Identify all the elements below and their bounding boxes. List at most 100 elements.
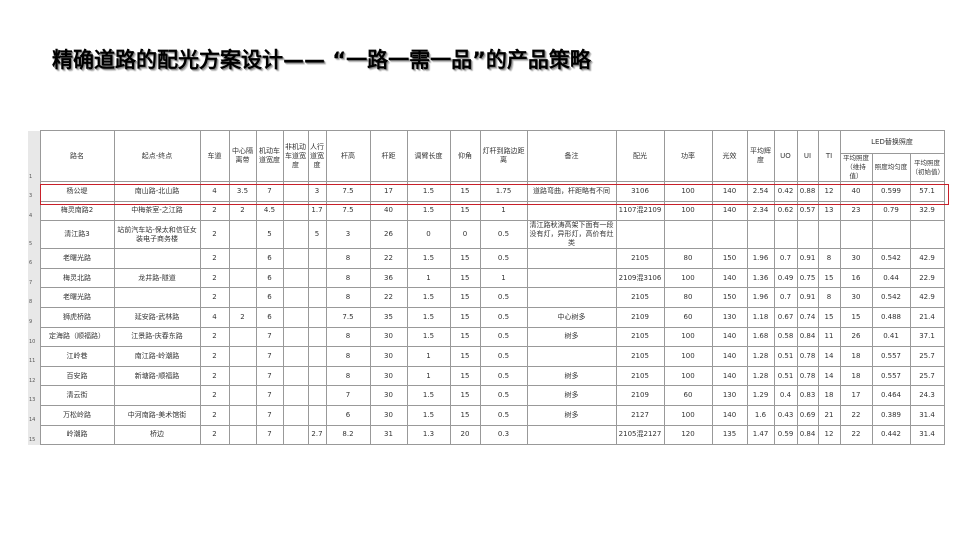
table-cell[interactable]: 0: [406, 220, 451, 250]
table-cell[interactable]: 21.4: [909, 306, 945, 328]
table-cell[interactable]: 0.88: [796, 181, 819, 202]
table-cell[interactable]: 140: [711, 200, 748, 222]
table-cell[interactable]: 中心树多: [526, 306, 617, 328]
table-cell[interactable]: 0.78: [796, 346, 819, 367]
table-cell[interactable]: 12: [817, 181, 841, 202]
table-cell[interactable]: 1.18: [746, 306, 775, 328]
table-cell[interactable]: 1: [479, 267, 528, 289]
table-cell[interactable]: 1107混2109: [615, 200, 665, 222]
table-cell[interactable]: 15: [449, 248, 481, 269]
table-cell[interactable]: 37.1: [909, 326, 945, 348]
table-cell[interactable]: 0.84: [796, 424, 819, 446]
table-cell[interactable]: 2: [199, 385, 230, 406]
column-header[interactable]: 功率: [663, 130, 713, 182]
table-cell[interactable]: 江景路-庆春东路: [113, 326, 201, 348]
table-cell[interactable]: 0.5: [479, 287, 528, 308]
table-cell[interactable]: [282, 220, 309, 250]
table-cell[interactable]: [228, 365, 257, 387]
table-cell[interactable]: 5: [255, 220, 284, 250]
table-cell[interactable]: 15: [449, 346, 481, 367]
table-cell[interactable]: 7: [255, 346, 284, 367]
table-cell[interactable]: [871, 220, 911, 250]
table-cell[interactable]: [663, 220, 713, 250]
table-cell[interactable]: 1: [406, 346, 451, 367]
table-cell[interactable]: 0.442: [871, 424, 911, 446]
table-cell[interactable]: 30: [369, 365, 408, 387]
row-number[interactable]: 13: [28, 385, 40, 406]
column-header[interactable]: UI: [796, 130, 819, 182]
table-cell[interactable]: 2105: [615, 326, 665, 348]
table-cell[interactable]: 6: [255, 267, 284, 289]
table-cell[interactable]: 0.44: [871, 267, 911, 289]
table-cell[interactable]: 7: [255, 424, 284, 446]
table-cell[interactable]: 2: [199, 346, 230, 367]
table-cell[interactable]: 0.49: [773, 267, 798, 289]
table-cell[interactable]: 13: [817, 200, 841, 222]
column-header[interactable]: 光效: [711, 130, 748, 182]
table-cell[interactable]: 树多: [526, 404, 617, 426]
table-cell[interactable]: 1.5: [406, 181, 451, 202]
row-number[interactable]: 1: [28, 130, 40, 182]
table-cell[interactable]: [282, 200, 309, 222]
table-cell[interactable]: 40: [839, 181, 873, 202]
table-cell[interactable]: 2.34: [746, 200, 775, 222]
table-cell[interactable]: 0.43: [773, 404, 798, 426]
table-cell[interactable]: [113, 287, 201, 308]
table-cell[interactable]: 140: [711, 365, 748, 387]
table-cell[interactable]: 2105: [615, 346, 665, 367]
table-cell[interactable]: 2105: [615, 365, 665, 387]
table-cell[interactable]: 0.557: [871, 346, 911, 367]
table-cell[interactable]: 15: [817, 267, 841, 289]
table-cell[interactable]: 0.4: [773, 385, 798, 406]
table-cell[interactable]: 0.78: [796, 365, 819, 387]
table-cell[interactable]: [773, 220, 798, 250]
table-cell[interactable]: 2: [199, 404, 230, 426]
column-header[interactable]: 机动车道宽度: [255, 130, 284, 182]
table-cell[interactable]: 7.5: [325, 200, 371, 222]
table-cell[interactable]: 22: [369, 248, 408, 269]
table-cell[interactable]: 4: [199, 181, 230, 202]
table-cell[interactable]: 100: [663, 326, 713, 348]
table-cell[interactable]: 30: [369, 326, 408, 348]
table-cell[interactable]: [228, 220, 257, 250]
table-cell[interactable]: [228, 287, 257, 308]
table-cell[interactable]: 中河南路-美术馆街: [113, 404, 201, 426]
table-cell[interactable]: 树多: [526, 385, 617, 406]
table-cell[interactable]: 0.542: [871, 248, 911, 269]
table-cell[interactable]: 6: [255, 287, 284, 308]
table-cell[interactable]: 道路弯曲，杆距略有不同: [526, 181, 617, 202]
table-cell[interactable]: 2: [199, 326, 230, 348]
table-cell[interactable]: 1.5: [406, 200, 451, 222]
row-number[interactable]: 11: [28, 346, 40, 367]
table-cell[interactable]: 江岭巷: [39, 346, 115, 367]
table-cell[interactable]: 40: [369, 200, 408, 222]
table-cell[interactable]: [307, 365, 327, 387]
table-cell[interactable]: 0.67: [773, 306, 798, 328]
table-cell[interactable]: 0.41: [871, 326, 911, 348]
table-cell[interactable]: 8.2: [325, 424, 371, 446]
table-cell[interactable]: 15: [449, 181, 481, 202]
table-cell[interactable]: 30: [369, 385, 408, 406]
table-cell[interactable]: 2: [199, 200, 230, 222]
table-cell[interactable]: 2109混3106: [615, 267, 665, 289]
table-cell[interactable]: 0.5: [479, 365, 528, 387]
table-cell[interactable]: 0.5: [479, 248, 528, 269]
table-cell[interactable]: [228, 267, 257, 289]
table-cell[interactable]: 站前汽车站-保太和信征女装电子商务楼: [113, 220, 201, 250]
table-cell[interactable]: 0.464: [871, 385, 911, 406]
table-cell[interactable]: 130: [711, 385, 748, 406]
table-cell[interactable]: 1.5: [406, 404, 451, 426]
table-cell[interactable]: 23: [839, 200, 873, 222]
table-cell[interactable]: 1.5: [406, 248, 451, 269]
table-cell[interactable]: 31.4: [909, 424, 945, 446]
table-cell[interactable]: 15: [449, 306, 481, 328]
row-number[interactable]: 10: [28, 327, 40, 347]
table-cell[interactable]: 2: [228, 200, 257, 222]
row-number[interactable]: 7: [28, 268, 40, 288]
table-cell[interactable]: 2105: [615, 287, 665, 308]
table-cell[interactable]: 31: [369, 424, 408, 446]
table-cell[interactable]: 150: [711, 287, 748, 308]
table-cell[interactable]: 清云街: [39, 385, 115, 406]
table-cell[interactable]: [526, 346, 617, 367]
table-cell[interactable]: 2: [199, 287, 230, 308]
